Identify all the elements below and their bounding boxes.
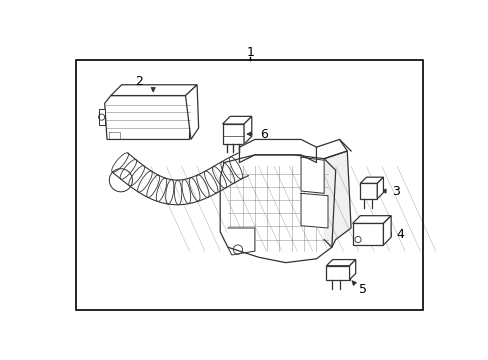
- Polygon shape: [352, 223, 383, 245]
- Text: 3: 3: [391, 185, 399, 198]
- Ellipse shape: [204, 171, 218, 193]
- Polygon shape: [301, 157, 324, 193]
- Ellipse shape: [196, 175, 209, 197]
- Polygon shape: [185, 85, 198, 139]
- Text: 6: 6: [260, 127, 267, 140]
- Ellipse shape: [128, 166, 144, 186]
- Polygon shape: [99, 109, 104, 125]
- Ellipse shape: [174, 180, 182, 205]
- Polygon shape: [383, 216, 390, 245]
- Text: 1: 1: [246, 46, 254, 59]
- Ellipse shape: [182, 179, 190, 204]
- Text: 5: 5: [358, 283, 366, 296]
- Polygon shape: [326, 266, 349, 280]
- Polygon shape: [326, 260, 355, 266]
- Polygon shape: [352, 216, 390, 223]
- Ellipse shape: [146, 175, 159, 198]
- Polygon shape: [222, 116, 251, 124]
- Polygon shape: [360, 177, 383, 183]
- Polygon shape: [104, 95, 190, 139]
- Polygon shape: [111, 85, 197, 95]
- Polygon shape: [222, 124, 244, 144]
- Polygon shape: [220, 155, 335, 263]
- Polygon shape: [301, 193, 327, 228]
- Polygon shape: [324, 151, 350, 247]
- Polygon shape: [349, 260, 355, 280]
- Ellipse shape: [111, 153, 128, 172]
- Text: 2: 2: [135, 75, 143, 88]
- Text: 4: 4: [396, 228, 404, 240]
- Polygon shape: [239, 139, 316, 163]
- Ellipse shape: [221, 162, 234, 183]
- Ellipse shape: [156, 178, 166, 202]
- Ellipse shape: [120, 159, 136, 179]
- Polygon shape: [244, 116, 251, 144]
- Ellipse shape: [165, 180, 174, 204]
- Polygon shape: [227, 228, 254, 255]
- Ellipse shape: [138, 171, 152, 192]
- Ellipse shape: [212, 166, 226, 188]
- Polygon shape: [377, 177, 383, 199]
- Ellipse shape: [189, 178, 200, 201]
- Polygon shape: [360, 183, 377, 199]
- Ellipse shape: [229, 157, 242, 179]
